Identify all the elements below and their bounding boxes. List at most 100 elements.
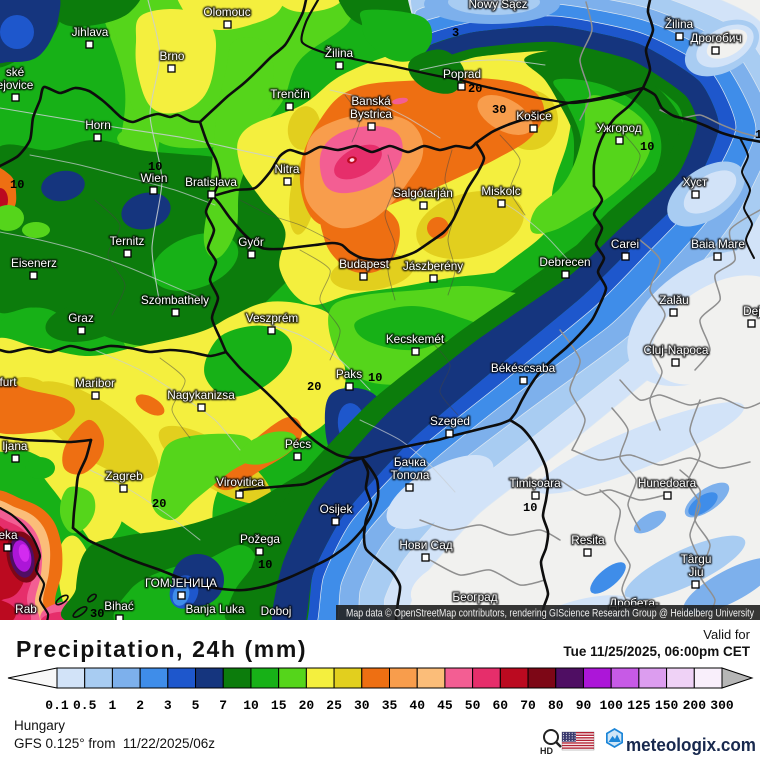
svg-text:3: 3 bbox=[452, 26, 459, 40]
svg-text:ejovice: ejovice bbox=[0, 78, 34, 92]
svg-text:Zalău: Zalău bbox=[659, 293, 689, 307]
svg-text:Eisenerz: Eisenerz bbox=[11, 256, 57, 270]
svg-text:Požega: Požega bbox=[240, 532, 280, 546]
svg-text:Нови Сад: Нови Сад bbox=[399, 538, 452, 552]
svg-text:Dej: Dej bbox=[743, 304, 760, 318]
svg-text:Pécs: Pécs bbox=[285, 437, 311, 451]
svg-text:Banská: Banská bbox=[351, 94, 391, 108]
svg-text:20: 20 bbox=[299, 698, 315, 713]
svg-text:Nitra: Nitra bbox=[275, 162, 300, 176]
svg-text:Békéscsaba: Békéscsaba bbox=[491, 361, 556, 375]
svg-text:45: 45 bbox=[437, 698, 453, 713]
svg-text:Ternitz: Ternitz bbox=[110, 234, 145, 248]
svg-text:Београд: Београд bbox=[452, 590, 497, 604]
svg-text:0.1: 0.1 bbox=[45, 698, 69, 713]
svg-text:200: 200 bbox=[683, 698, 707, 713]
svg-text:Paks: Paks bbox=[336, 367, 362, 381]
svg-text:Cluj-Napoca: Cluj-Napoca bbox=[644, 343, 709, 357]
svg-text:Žilina: Žilina bbox=[325, 46, 354, 60]
svg-text:Cluj-Napoca: Cluj-Napoca bbox=[644, 343, 709, 357]
svg-text:Carei: Carei bbox=[611, 237, 639, 251]
svg-text:Szombathely: Szombathely bbox=[141, 293, 209, 307]
svg-text:10: 10 bbox=[755, 128, 760, 142]
svg-text:40: 40 bbox=[409, 698, 425, 713]
svg-text:Nitra: Nitra bbox=[275, 162, 300, 176]
svg-text:5: 5 bbox=[192, 698, 200, 713]
svg-text:Bratislava: Bratislava bbox=[185, 175, 237, 189]
svg-text:Београд: Београд bbox=[452, 590, 497, 604]
svg-text:GFS 0.125° from 11/22/2025/06: GFS 0.125° from 11/22/2025/06z bbox=[14, 736, 215, 751]
svg-text:15: 15 bbox=[271, 698, 287, 713]
svg-text:Nowy Sącz: Nowy Sącz bbox=[468, 0, 527, 11]
svg-text:Nagykanizsa: Nagykanizsa bbox=[167, 388, 235, 402]
svg-text:Maribor: Maribor bbox=[75, 376, 115, 390]
svg-text:Debrecen: Debrecen bbox=[539, 255, 590, 269]
svg-text:3: 3 bbox=[164, 698, 172, 713]
svg-text:ejovice: ejovice bbox=[0, 78, 34, 92]
svg-text:10: 10 bbox=[640, 140, 654, 154]
svg-text:Zalău: Zalău bbox=[659, 293, 689, 307]
svg-text:10: 10 bbox=[243, 698, 259, 713]
svg-text:Virovitica: Virovitica bbox=[216, 475, 264, 489]
svg-text:Košice: Košice bbox=[516, 109, 552, 123]
svg-text:Resita: Resita bbox=[571, 533, 605, 547]
svg-text:Paks: Paks bbox=[336, 367, 362, 381]
svg-text:Rab: Rab bbox=[15, 602, 37, 616]
svg-text:Poprad: Poprad bbox=[443, 67, 481, 81]
svg-text:Békéscsaba: Békéscsaba bbox=[491, 361, 556, 375]
svg-text:Košice: Košice bbox=[516, 109, 552, 123]
svg-text:Baia Mare: Baia Mare bbox=[691, 237, 745, 251]
svg-text:Horn: Horn bbox=[85, 118, 111, 132]
svg-text:Bihać: Bihać bbox=[104, 599, 134, 613]
svg-text:Trenčín: Trenčín bbox=[270, 87, 310, 101]
svg-text:Banja Luka: Banja Luka bbox=[185, 602, 244, 616]
svg-text:Bystrica: Bystrica bbox=[350, 107, 392, 121]
svg-text:50: 50 bbox=[465, 698, 481, 713]
svg-text:Budapest: Budapest bbox=[339, 257, 390, 271]
svg-text:Precipitation, 24h (mm): Precipitation, 24h (mm) bbox=[16, 636, 307, 662]
svg-text:25: 25 bbox=[326, 698, 342, 713]
svg-text:Žilina: Žilina bbox=[665, 17, 694, 31]
svg-text:Хуст: Хуст bbox=[683, 175, 708, 189]
svg-text:Debrecen: Debrecen bbox=[539, 255, 590, 269]
svg-text:7: 7 bbox=[219, 698, 227, 713]
svg-text:Osijek: Osijek bbox=[320, 502, 353, 516]
svg-text:Kecskemét: Kecskemét bbox=[386, 332, 445, 346]
svg-text:Carei: Carei bbox=[611, 237, 639, 251]
svg-text:Doboj: Doboj bbox=[261, 604, 292, 618]
svg-text:Banja Luka: Banja Luka bbox=[185, 602, 244, 616]
svg-text:Olomouc: Olomouc bbox=[203, 5, 250, 19]
svg-text:Топола: Топола bbox=[391, 468, 430, 482]
svg-text:Poprad: Poprad bbox=[443, 67, 481, 81]
svg-text:Bratislava: Bratislava bbox=[185, 175, 237, 189]
svg-text:30: 30 bbox=[354, 698, 370, 713]
svg-text:Miskolc: Miskolc bbox=[481, 184, 520, 198]
svg-text:10: 10 bbox=[368, 371, 382, 385]
svg-text:Brno: Brno bbox=[160, 49, 185, 63]
svg-text:Wien: Wien bbox=[141, 171, 168, 185]
svg-text:Târgu: Târgu bbox=[681, 552, 712, 566]
svg-text:HD: HD bbox=[540, 746, 553, 756]
svg-text:ГОМЈЕНИЦА: ГОМЈЕНИЦА bbox=[145, 576, 217, 590]
svg-text:10: 10 bbox=[10, 178, 24, 192]
svg-text:Jiu: Jiu bbox=[688, 565, 703, 579]
svg-text:eka: eka bbox=[0, 528, 18, 542]
svg-text:90: 90 bbox=[576, 698, 592, 713]
svg-text:ské: ské bbox=[6, 65, 25, 79]
svg-text:eka: eka bbox=[0, 528, 18, 542]
svg-text:Ternitz: Ternitz bbox=[110, 234, 145, 248]
svg-text:Hunedoara: Hunedoara bbox=[638, 476, 697, 490]
svg-text:20: 20 bbox=[152, 497, 166, 511]
svg-text:Nowy Sącz: Nowy Sącz bbox=[468, 0, 527, 11]
svg-text:Banská: Banská bbox=[351, 94, 391, 108]
svg-text:Târgu: Târgu bbox=[681, 552, 712, 566]
svg-text:Budapest: Budapest bbox=[339, 257, 390, 271]
svg-text:Horn: Horn bbox=[85, 118, 111, 132]
svg-text:Wien: Wien bbox=[141, 171, 168, 185]
svg-text:meteologix.com: meteologix.com bbox=[626, 734, 756, 755]
svg-text:60: 60 bbox=[492, 698, 508, 713]
svg-text:Dej: Dej bbox=[743, 304, 760, 318]
svg-text:Olomouc: Olomouc bbox=[203, 5, 250, 19]
svg-text:Bihać: Bihać bbox=[104, 599, 134, 613]
svg-text:Map data © OpenStreetMap contr: Map data © OpenStreetMap contributors, r… bbox=[346, 608, 754, 620]
